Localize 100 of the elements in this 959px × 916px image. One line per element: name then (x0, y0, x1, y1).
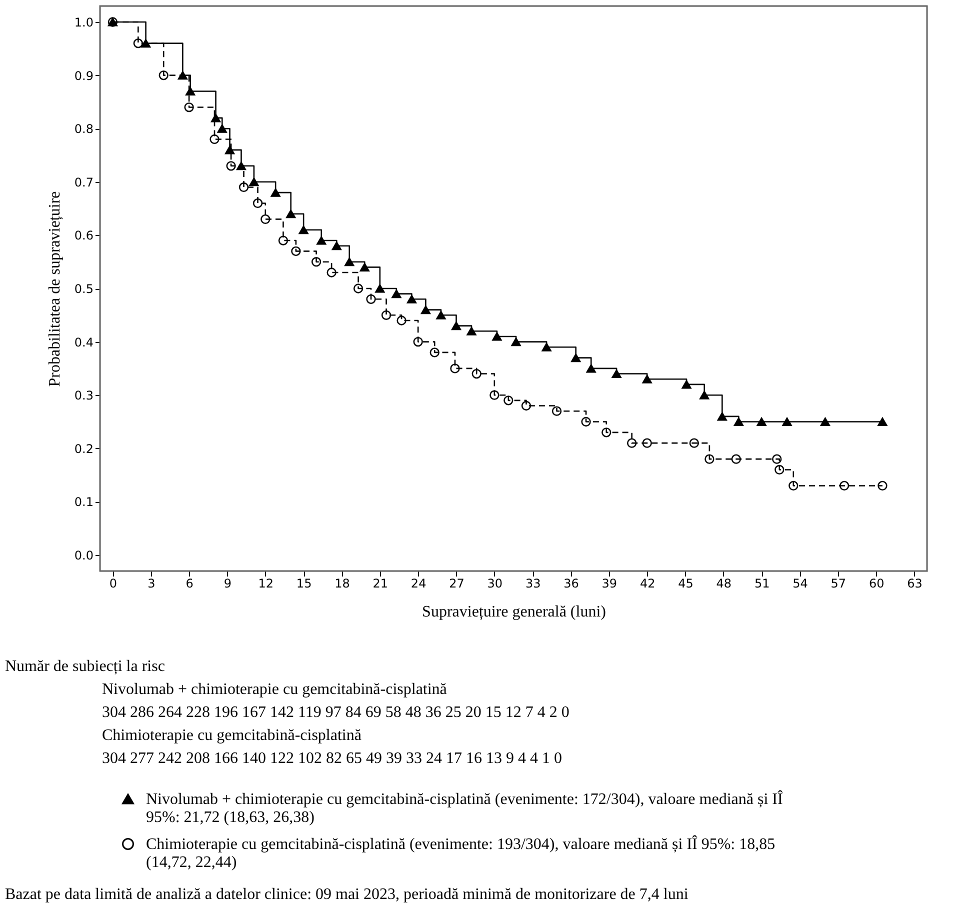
x-tick-label: 15 (296, 576, 312, 590)
x-tick-label: 6 (186, 576, 194, 590)
point (820, 417, 830, 426)
point (210, 114, 221, 122)
point (511, 338, 521, 346)
point (552, 406, 562, 416)
point (612, 370, 622, 378)
point (344, 258, 354, 266)
point (490, 390, 500, 400)
point (772, 454, 782, 464)
point (878, 417, 888, 426)
point (466, 326, 476, 336)
point (756, 417, 766, 426)
x-tick-label: 42 (640, 576, 656, 590)
point (682, 380, 692, 389)
x-tick-label: 54 (792, 576, 808, 590)
point (788, 480, 798, 491)
point (133, 38, 143, 48)
y-tick-label: 0.5 (74, 282, 94, 296)
y-tick-label: 0.2 (74, 442, 94, 456)
point (504, 396, 514, 406)
point (731, 454, 741, 464)
x-tick-label: 48 (716, 576, 732, 590)
point (774, 464, 784, 475)
y-tick-label: 0.1 (74, 495, 94, 510)
x-tick-label: 21 (372, 576, 388, 590)
point (249, 178, 259, 186)
point (436, 310, 446, 320)
y-tick-label: 0.9 (74, 68, 94, 83)
point (586, 364, 596, 373)
point (689, 438, 699, 448)
x-tick-label: 30 (487, 576, 503, 590)
point (217, 124, 227, 133)
point (581, 416, 591, 427)
point (521, 400, 532, 411)
x-tick-label: 27 (449, 576, 464, 590)
point (184, 102, 194, 112)
point (375, 284, 385, 293)
point (270, 188, 280, 197)
x-tick-label: 60 (868, 576, 884, 590)
x-tick-label: 12 (258, 576, 274, 590)
y-tick-label: 0.0 (74, 548, 94, 563)
point (360, 262, 370, 272)
y-tick-label: 0.4 (74, 335, 94, 350)
point (430, 348, 440, 358)
point (782, 417, 792, 426)
point (381, 310, 392, 320)
y-tick-label: 0.6 (74, 228, 94, 243)
point (839, 480, 850, 491)
point (316, 236, 326, 245)
x-tick-label: 57 (830, 576, 846, 590)
text: 304 277 242 208 166 140 122 102 82 65 49 39 33 24 17 16 13 9 4 4 1 0 (102, 750, 562, 767)
text: Număr de subiecți la risc (5, 658, 165, 675)
y-tick-label: 0.7 (74, 175, 94, 190)
point (392, 290, 402, 298)
point (413, 336, 423, 347)
point (717, 412, 727, 421)
point (542, 342, 552, 352)
point (158, 70, 168, 80)
point (642, 438, 652, 448)
text: 304 286 264 228 196 167 142 119 97 84 69 58 48 36 25 20 15 12 7 4 2 0 (102, 704, 570, 721)
x-tick-label: 36 (564, 576, 579, 590)
point (492, 332, 502, 341)
point (210, 134, 220, 144)
x-tick-label: 39 (602, 576, 618, 590)
text: Bazat pe data limită de analiză a datelor clinice: 09 mai 2023, perioadă minimă de monitorizare de 7,4 luni (5, 886, 689, 903)
point (406, 294, 417, 304)
point (291, 246, 301, 256)
x-tick-label: 24 (410, 576, 426, 590)
point (704, 454, 714, 464)
point (311, 257, 322, 267)
y-tick-label: 1.0 (74, 15, 94, 30)
point (450, 364, 460, 374)
point (420, 306, 431, 314)
point (734, 417, 744, 426)
x-tick-label: 18 (334, 576, 350, 590)
x-tick-label: 3 (148, 576, 156, 590)
x-tick-label: 51 (754, 576, 770, 590)
point (238, 182, 249, 192)
point (326, 268, 336, 278)
legend-label: Chimioterapie cu gemcitabină-cisplatină (evenimente: 193/304), valoare mediană și IÎ 95%: 18,85 (14,72, 22,44) (146, 835, 776, 871)
point (642, 374, 652, 384)
y-axis-title: Probabilitatea de supraviețuire (46, 191, 64, 387)
point (332, 242, 342, 250)
point (260, 214, 270, 224)
y-tick-label: 0.8 (74, 122, 94, 136)
point (626, 438, 637, 448)
point (224, 146, 235, 154)
point (278, 236, 288, 246)
point (353, 284, 364, 294)
text: Nivolumab + chimioterapie cu gemcitabină-cisplatină (102, 681, 447, 698)
point (286, 210, 296, 218)
point (396, 316, 406, 326)
x-tick-label: 0 (109, 576, 118, 590)
x-tick-label: 63 (907, 576, 922, 590)
x-tick-label: 33 (525, 576, 541, 590)
text: Chimioterapie cu gemcitabină-cisplatină (102, 727, 362, 744)
point (252, 198, 263, 208)
point (298, 226, 308, 234)
y-tick-label: 0.3 (74, 388, 94, 403)
